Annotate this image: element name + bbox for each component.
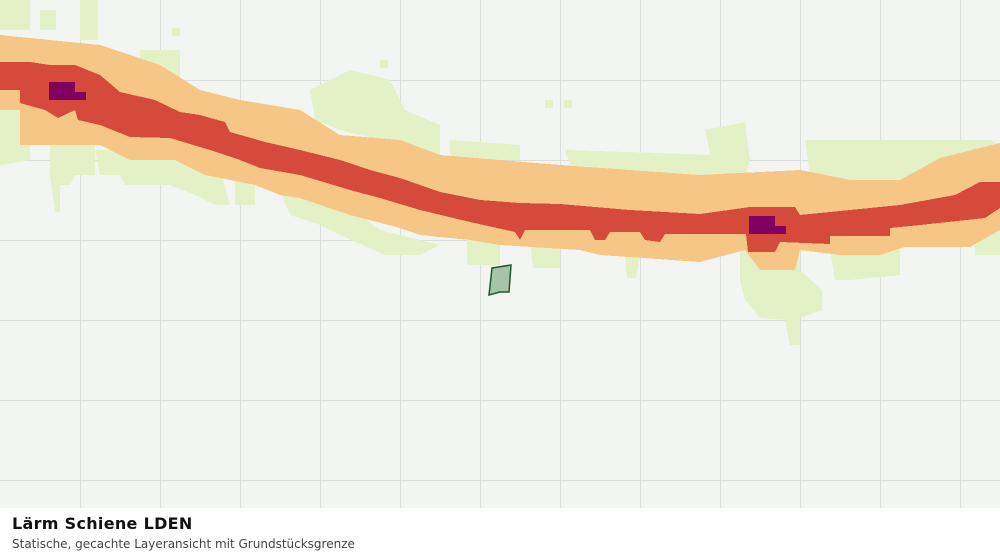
noise-zone-very-high bbox=[49, 82, 786, 234]
caption-panel: Lärm Schiene LDEN Statische, gecachte La… bbox=[0, 508, 1000, 560]
noise-zone-high bbox=[0, 62, 1000, 252]
layer-title: Lärm Schiene LDEN bbox=[12, 514, 193, 533]
map-view bbox=[0, 0, 1000, 508]
layer-subtitle: Statische, gecachte Layeransicht mit Gru… bbox=[12, 537, 355, 551]
parcel-boundary bbox=[488, 264, 512, 297]
